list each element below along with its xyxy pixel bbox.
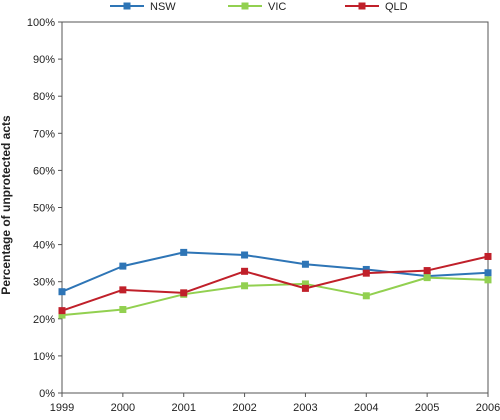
data-point-vic: [301, 280, 309, 288]
data-point-qld: [58, 307, 66, 315]
x-tick-label: 2002: [232, 402, 256, 414]
y-tick-label: 80%: [33, 91, 55, 103]
data-point-vic: [241, 282, 249, 290]
y-tick-label: 100%: [27, 17, 55, 29]
series-qld: [58, 252, 492, 315]
legend-marker-qld: [358, 2, 366, 10]
data-point-nsw: [58, 288, 66, 296]
y-axis-title: Percentage of unprotected acts: [0, 115, 13, 295]
legend-item-vic: VIC: [228, 1, 286, 13]
legend-label-nsw: NSW: [150, 1, 176, 13]
data-point-nsw: [180, 248, 188, 256]
y-tick-label: 20%: [33, 314, 55, 326]
data-point-qld: [423, 267, 431, 275]
x-axis: 1999 2000 2001 2002 2003 2004 2005 2006: [50, 393, 500, 414]
data-point-vic: [362, 292, 370, 300]
y-tick-label: 90%: [33, 54, 55, 66]
data-point-qld: [301, 284, 309, 292]
series-line-nsw: [61, 251, 489, 293]
legend-item-qld: QLD: [345, 1, 408, 13]
legend-marker-vic: [241, 2, 249, 10]
y-tick-label: 30%: [33, 277, 55, 289]
x-tick-label: 2004: [354, 402, 378, 414]
legend-marker-nsw: [123, 2, 131, 10]
series-nsw: [58, 248, 492, 296]
y-tick-label: 0%: [39, 388, 55, 400]
data-point-qld: [241, 267, 249, 275]
y-tick-label: 50%: [33, 203, 55, 215]
data-point-qld: [119, 286, 127, 294]
x-tick-label: 2006: [476, 402, 500, 414]
data-point-qld: [180, 289, 188, 297]
data-point-vic: [484, 276, 492, 284]
series-line-vic: [61, 276, 489, 317]
data-point-nsw: [484, 269, 492, 277]
legend: NSW VIC QLD: [110, 1, 408, 13]
data-point-nsw: [362, 265, 370, 273]
data-point-vic: [423, 274, 431, 282]
series-group: [58, 248, 492, 319]
x-tick-label: 2001: [171, 402, 195, 414]
x-tick-label: 1999: [50, 402, 74, 414]
x-tick-label: 2000: [111, 402, 135, 414]
legend-label-qld: QLD: [385, 1, 408, 13]
data-point-qld: [484, 252, 492, 260]
legend-label-vic: VIC: [268, 1, 286, 13]
x-tick-label: 2005: [415, 402, 439, 414]
plot-area-border: [61, 21, 489, 394]
x-tick-label: 2003: [293, 402, 317, 414]
series-line-qld: [61, 255, 489, 312]
data-point-nsw: [241, 251, 249, 259]
plot-frame: [61, 21, 489, 394]
data-point-vic: [119, 306, 127, 314]
y-tick-label: 60%: [33, 165, 55, 177]
data-point-nsw: [119, 262, 127, 270]
data-point-vic: [58, 311, 66, 319]
y-tick-label: 40%: [33, 240, 55, 252]
legend-item-nsw: NSW: [110, 1, 176, 13]
y-tick-label: 10%: [33, 351, 55, 363]
data-point-nsw: [301, 260, 309, 268]
y-axis: 0% 10% 20% 30% 40% 50% 60% 70% 80% 90% 100%: [27, 17, 62, 400]
y-tick-label: 70%: [33, 128, 55, 140]
data-point-qld: [362, 269, 370, 277]
